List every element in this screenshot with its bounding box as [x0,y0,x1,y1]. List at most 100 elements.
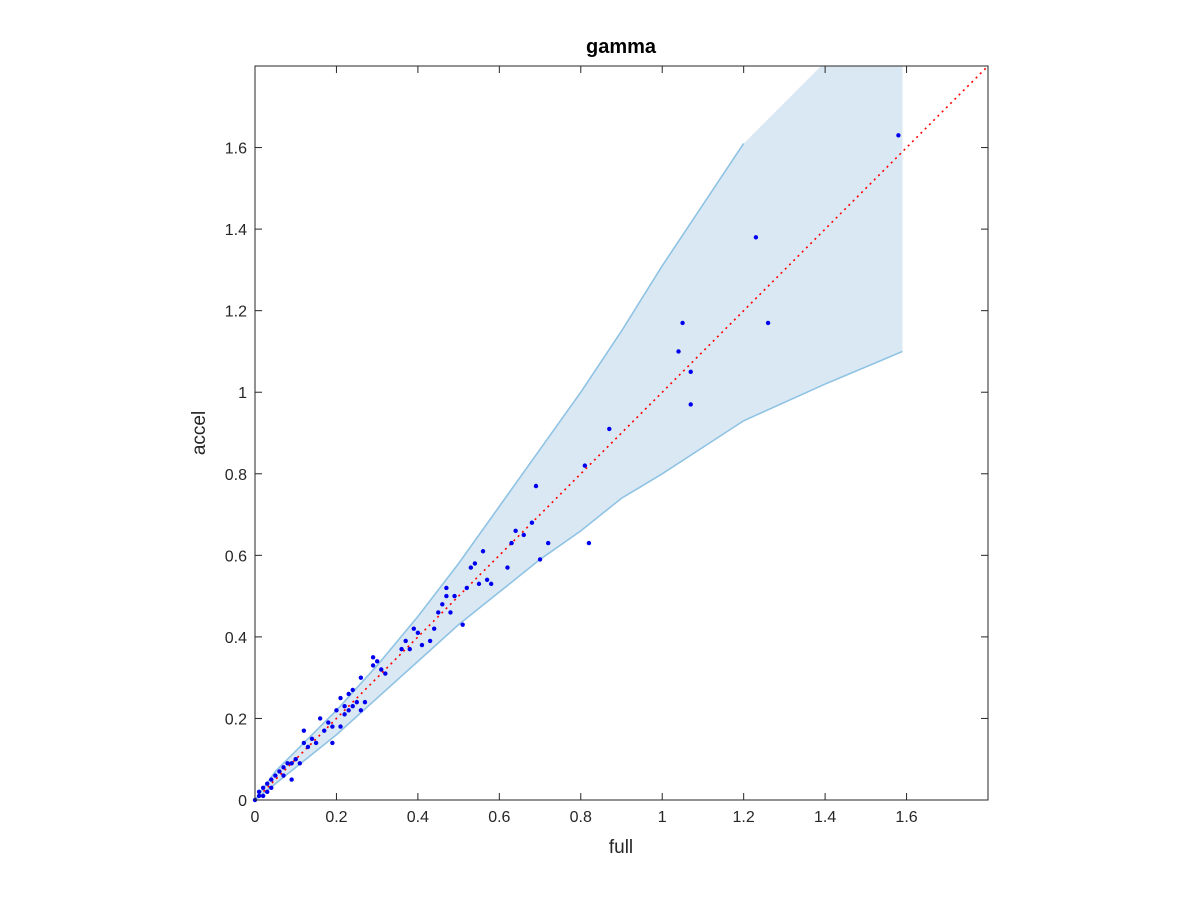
data-point [411,626,417,631]
data-point [265,789,270,795]
data-point [281,765,286,770]
data-point [480,549,486,554]
data-point [688,402,693,407]
data-point [688,369,693,375]
data-point [436,610,441,615]
data-point [537,557,543,562]
data-point [293,757,298,762]
data-point [753,235,759,240]
data-point [431,626,437,631]
data-point [484,577,490,582]
x-axis-label: full [609,837,633,858]
x-tick-label: 0.8 [570,809,592,826]
data-point [476,581,482,587]
data-point [354,699,360,705]
data-point [260,793,266,799]
data-point [586,540,592,546]
y-tick-label: 1 [238,385,247,402]
data-point [346,691,351,697]
data-point [379,667,384,672]
data-point [607,426,612,432]
data-point [313,740,319,746]
axes-box [254,65,989,801]
data-point [399,646,404,652]
data-point [301,740,307,746]
data-point [513,528,518,534]
data-point [533,483,539,489]
data-point [305,744,311,750]
data-point [358,708,364,713]
data-point [546,540,551,546]
data-point [301,728,307,733]
y-tick-label: 0.8 [225,467,247,484]
data-point [260,785,266,790]
data-point [765,320,771,326]
data-point [419,642,425,648]
data-point [330,740,335,746]
data-point [444,593,449,599]
data-point [265,781,270,786]
band-lower-edge [254,350,903,801]
data-point [468,565,474,570]
data-point [281,773,286,778]
data-point [472,561,478,566]
data-point [427,638,433,644]
band-upper-edge [254,143,745,801]
data-point [330,724,335,729]
y-axis-label: accel [189,411,210,455]
x-tick-label: 0 [251,809,260,826]
data-point [452,593,457,599]
data-point [256,793,262,799]
y-tick-label: 0.6 [225,548,247,565]
data-point [488,581,494,587]
data-point [277,769,282,774]
data-point [342,704,347,709]
data-point [326,720,331,725]
data-point [529,520,535,525]
data-point [680,320,685,326]
plot-area: 0 0.2 0.4 0.6 0.8 1 1.2 1.4 1.6 0 0.2 0.4 0.6 0.8 1 1.2… [225,65,989,826]
y-tick-label: 0.2 [225,711,247,728]
data-point [358,675,364,680]
data-point [273,773,278,778]
data-point [309,736,315,742]
data-point [342,712,347,717]
data-point [415,630,421,636]
x-tick-label: 0.4 [407,809,429,826]
x-tick-label: 0.6 [488,809,510,826]
data-point [509,540,514,546]
data-point [407,646,412,652]
data-point [521,532,526,538]
data-point [322,728,327,733]
data-point [505,565,510,570]
data-point [289,777,294,782]
data-point [317,716,323,721]
data-point [444,585,449,591]
confidence-band [255,66,903,800]
data-point [350,687,355,693]
data-point [460,622,465,627]
data-point [464,585,469,591]
data-point [383,671,388,676]
data-point [285,761,290,766]
y-tick-label: 1.2 [225,304,247,321]
data-point [374,659,380,664]
x-tick-label: 1 [658,809,667,826]
y-tick-label: 1.4 [225,222,247,239]
data-point [370,655,376,660]
y-tick-label: 1.6 [225,141,247,158]
data-point [896,133,901,138]
data-point [582,463,588,468]
x-tick-label: 1.2 [733,809,755,826]
data-point [676,349,681,354]
data-point [269,777,274,782]
data-point [370,663,376,668]
y-tick-label: 0 [238,793,247,810]
data-point [346,708,351,713]
data-point [338,724,343,729]
reference-line [254,65,989,801]
data-point [440,602,445,607]
x-tick-label: 0.2 [325,809,347,826]
chart-title: gamma [586,36,657,58]
